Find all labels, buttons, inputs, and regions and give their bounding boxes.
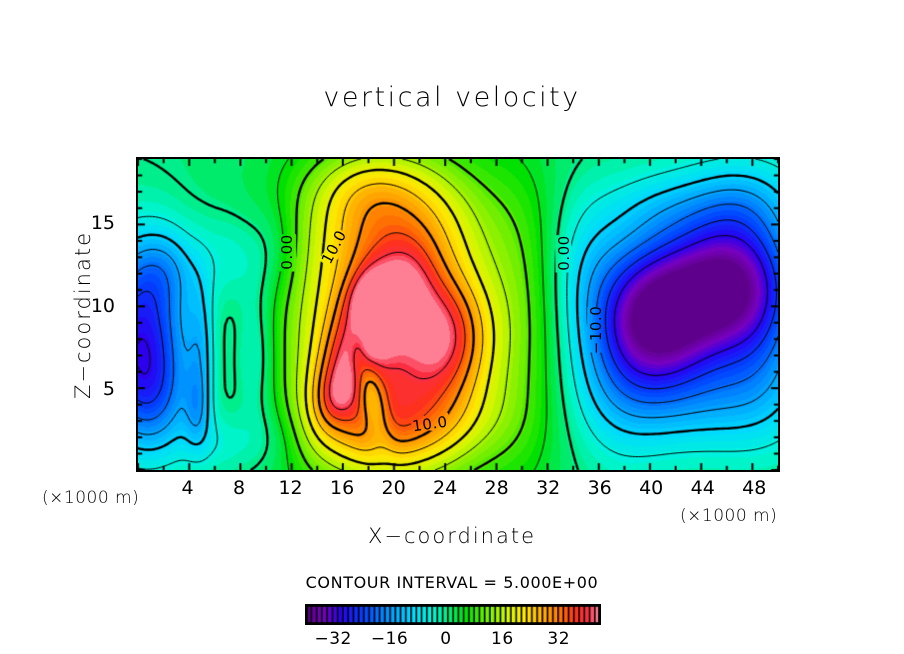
colorbar-tick-label: 0	[440, 629, 452, 649]
x-tick-label: 16	[329, 477, 355, 499]
page-title: vertical velocity	[323, 82, 581, 113]
y-tick-label: 10	[90, 295, 115, 318]
x-tick-label: 48	[742, 477, 767, 499]
colorbar	[305, 604, 601, 625]
x-tick-label: 28	[484, 477, 509, 499]
colorbar-tick-label: 16	[491, 629, 514, 649]
contour-level-label: 0.00	[278, 234, 296, 270]
colorbar-tick-label: 32	[547, 629, 571, 649]
contour-interval-caption: CONTOUR INTERVAL = 5.000E+00	[305, 573, 599, 592]
x-tick-label: 32	[536, 477, 561, 499]
x-tick-label: 24	[433, 477, 458, 499]
contour-level-label: 0.00	[555, 235, 573, 271]
colorbar-tick-label: −32	[314, 629, 352, 649]
x-axis-title: X−coordinate	[368, 524, 536, 548]
y-tick-label: 5	[102, 378, 115, 401]
x-axis-unit-label: (×1000 m)	[680, 506, 778, 526]
x-tick-label: 4	[181, 477, 194, 499]
colorbar-gradient	[305, 604, 601, 625]
colorbar-tick-label: −16	[370, 629, 409, 649]
plot-area	[136, 157, 780, 472]
y-tick-label: 15	[90, 212, 115, 235]
contour-level-label: −10.0	[587, 305, 605, 355]
x-tick-label: 44	[690, 477, 715, 499]
y-axis-unit-label: (×1000 m)	[42, 488, 140, 508]
x-tick-label: 12	[278, 477, 303, 499]
x-tick-label: 36	[587, 477, 612, 499]
x-tick-label: 40	[639, 477, 664, 499]
x-tick-label: 20	[381, 477, 406, 499]
x-tick-label: 8	[232, 477, 246, 499]
contour-field-canvas	[138, 159, 778, 470]
